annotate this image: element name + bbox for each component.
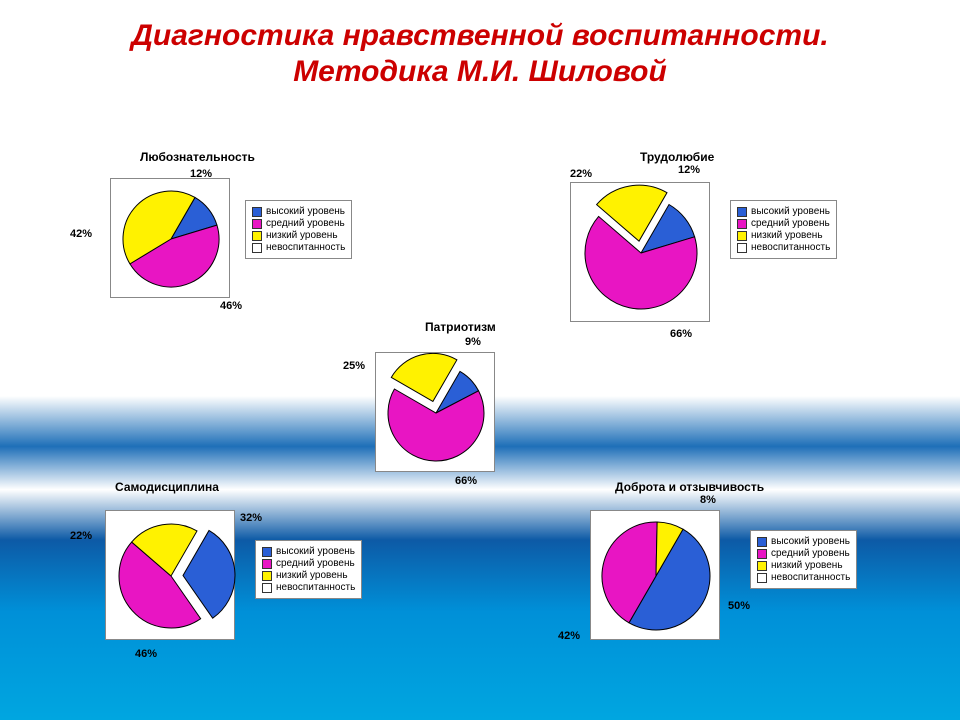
legend-swatch: [262, 559, 272, 569]
legend-swatch: [252, 219, 262, 229]
legend-row: высокий уровень: [252, 206, 345, 217]
chart-curiosity-title: Любознательность: [140, 150, 255, 164]
legend-label: высокий уровень: [266, 206, 345, 217]
legend-row: низкий уровень: [252, 230, 345, 241]
chart-kindness-pie: [590, 510, 720, 640]
pct-diligence-high: 12%: [678, 164, 700, 176]
pct-kindness-mid: 42%: [558, 630, 580, 642]
legend-swatch: [737, 231, 747, 241]
chart-patriotism-title: Патриотизм: [425, 320, 496, 334]
legend-label: невоспитанность: [751, 242, 830, 253]
chart-selfdiscipline-pie: [105, 510, 235, 640]
legend-label: невоспитанность: [276, 582, 355, 593]
legend-row: невоспитанность: [252, 242, 345, 253]
legend-diligence: высокий уровеньсредний уровеньнизкий уро…: [730, 200, 837, 259]
chart-diligence-title: Трудолюбие: [640, 150, 714, 164]
legend-swatch: [737, 243, 747, 253]
pct-diligence-low: 22%: [570, 168, 592, 180]
legend-swatch: [252, 231, 262, 241]
legend-row: низкий уровень: [757, 560, 850, 571]
legend-selfdiscipline: высокий уровеньсредний уровеньнизкий уро…: [255, 540, 362, 599]
chart-curiosity-pie: [110, 178, 230, 298]
legend-row: средний уровень: [737, 218, 830, 229]
legend-swatch: [262, 583, 272, 593]
legend-row: низкий уровень: [262, 570, 355, 581]
legend-label: высокий уровень: [276, 546, 355, 557]
legend-row: высокий уровень: [757, 536, 850, 547]
pct-curiosity-mid: 46%: [220, 300, 242, 312]
pct-selfdisc-high: 32%: [240, 512, 262, 524]
pct-kindness-high: 50%: [728, 600, 750, 612]
legend-swatch: [252, 207, 262, 217]
pct-patriotism-mid: 66%: [455, 475, 477, 487]
legend-label: низкий уровень: [751, 230, 823, 241]
legend-label: средний уровень: [266, 218, 345, 229]
pct-patriotism-low: 25%: [343, 360, 365, 372]
legend-row: низкий уровень: [737, 230, 830, 241]
pct-curiosity-high: 12%: [190, 168, 212, 180]
legend-swatch: [757, 573, 767, 583]
chart-diligence-pie: [570, 182, 710, 322]
chart-selfdiscipline: Самодисциплина 32% 46% 22% высокий урове…: [70, 480, 410, 690]
legend-row: средний уровень: [252, 218, 345, 229]
legend-label: средний уровень: [771, 548, 850, 559]
chart-patriotism-pie: [375, 352, 495, 472]
legend-swatch: [252, 243, 262, 253]
legend-swatch: [737, 207, 747, 217]
legend-row: невоспитанность: [737, 242, 830, 253]
legend-swatch: [757, 549, 767, 559]
legend-label: низкий уровень: [276, 570, 348, 581]
pct-curiosity-low: 42%: [70, 228, 92, 240]
legend-label: невоспитанность: [771, 572, 850, 583]
legend-row: средний уровень: [757, 548, 850, 559]
chart-curiosity: Любознательность 12% 46% 42% высокий уро…: [70, 150, 390, 340]
legend-row: средний уровень: [262, 558, 355, 569]
legend-swatch: [757, 537, 767, 547]
legend-label: низкий уровень: [771, 560, 843, 571]
chart-kindness-title: Доброта и отзывчивость: [615, 480, 764, 494]
legend-swatch: [757, 561, 767, 571]
legend-swatch: [262, 571, 272, 581]
legend-curiosity: высокий уровеньсредний уровеньнизкий уро…: [245, 200, 352, 259]
legend-row: невоспитанность: [262, 582, 355, 593]
pct-selfdisc-mid: 46%: [135, 648, 157, 660]
legend-label: средний уровень: [751, 218, 830, 229]
legend-label: низкий уровень: [266, 230, 338, 241]
pct-kindness-low: 8%: [700, 494, 716, 506]
legend-row: невоспитанность: [757, 572, 850, 583]
legend-label: высокий уровень: [751, 206, 830, 217]
pct-diligence-mid: 66%: [670, 328, 692, 340]
legend-row: высокий уровень: [737, 206, 830, 217]
legend-label: высокий уровень: [771, 536, 850, 547]
chart-selfdiscipline-title: Самодисциплина: [115, 480, 219, 494]
pct-selfdisc-low: 22%: [70, 530, 92, 542]
legend-kindness: высокий уровеньсредний уровеньнизкий уро…: [750, 530, 857, 589]
legend-row: высокий уровень: [262, 546, 355, 557]
legend-label: невоспитанность: [266, 242, 345, 253]
legend-label: средний уровень: [276, 558, 355, 569]
page-title: Диагностика нравственной воспитанности. …: [0, 18, 960, 90]
chart-kindness: Доброта и отзывчивость 50% 42% 8% высоки…: [540, 480, 910, 690]
pct-patriotism-high: 9%: [465, 336, 481, 348]
legend-swatch: [737, 219, 747, 229]
legend-swatch: [262, 547, 272, 557]
